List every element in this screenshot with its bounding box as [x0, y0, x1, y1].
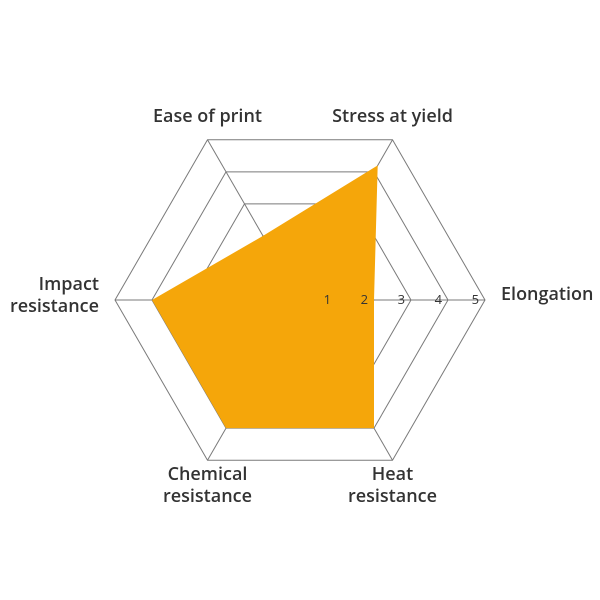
axis-label-elongation: Elongation	[501, 282, 593, 306]
ring-label: 5	[472, 290, 479, 308]
axis-label-chemical_resistance: Chemicalresistance	[163, 462, 252, 508]
axis-label-impact_resistance: Impactresistance	[10, 272, 99, 318]
axis-label-stress_at_yield: Stress at yield	[332, 104, 453, 128]
ring-label: 1	[324, 290, 331, 308]
data-polygon	[152, 165, 378, 428]
radar-chart: 1 2 3 4 5 Elongation Stress at yield Ease of pr…	[0, 0, 600, 600]
ring-label: 4	[435, 290, 443, 308]
axis-label-ease_of_print: Ease of print	[153, 104, 262, 128]
axis-label-heat_resistance: Heatresistance	[348, 462, 437, 508]
ring-label: 2	[361, 290, 368, 308]
ring-label: 3	[398, 290, 405, 308]
